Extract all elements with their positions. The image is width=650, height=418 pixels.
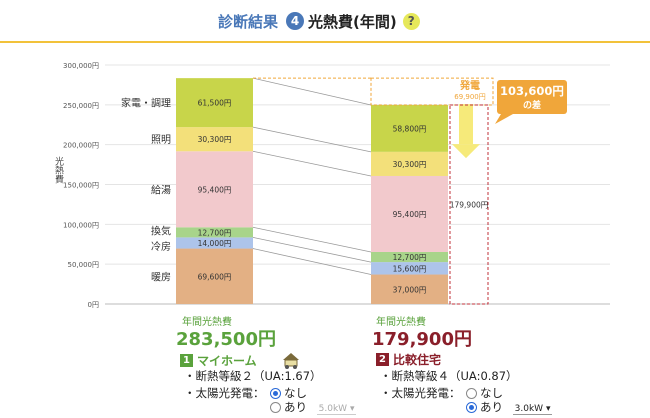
myhome-solar-yes[interactable]: あり 5.0kW ▾ [270, 399, 357, 415]
y-tick-label: 0円 [88, 301, 99, 309]
compare-solar-yes[interactable]: あり 3.0kW ▾ [466, 399, 553, 415]
bar-value-label: 58,800円 [393, 124, 427, 133]
compare-solar-label: ・太陽光発電： [380, 386, 461, 400]
bar-value-label: 14,000円 [198, 239, 232, 248]
myhome-solar-select[interactable]: 5.0kW ▾ [316, 404, 357, 415]
myhome-radio-yes-label: あり [284, 400, 307, 414]
section-title: 光熱費(年間) [308, 12, 397, 31]
bar-segment [176, 127, 253, 152]
category-label: 給湯 [151, 183, 171, 196]
bar-segment [176, 227, 253, 238]
generation-outline [370, 77, 494, 106]
category-label: 換気 [151, 224, 171, 237]
difference-value: 103,600円 [500, 84, 564, 98]
bar-value-label: 95,400円 [393, 210, 427, 219]
connector-line [252, 237, 372, 263]
connector-line [252, 226, 372, 253]
compare-radio-yes-label: あり [480, 400, 503, 414]
bar-segment [176, 248, 253, 304]
category-label: 冷房 [151, 240, 171, 253]
house-car-icon [282, 353, 299, 369]
compare-radio-none[interactable] [466, 388, 477, 399]
compare-badge: 2 [376, 353, 389, 366]
bar-value-label: 12,700円 [198, 228, 232, 237]
category-label: 暖房 [151, 270, 171, 283]
bar-segment [371, 262, 448, 275]
bar-segment [371, 274, 448, 304]
bar-value-label: 95,400円 [198, 185, 232, 194]
myhome-insulation: ・断熱等級２（UA:1.67） [184, 369, 322, 383]
bar-value-label: 61,500円 [198, 99, 232, 108]
page-title: 診断結果 [218, 12, 279, 31]
bar-segment [176, 78, 253, 128]
connector-line [252, 150, 372, 177]
compare-radio-yes[interactable] [466, 402, 477, 413]
y-tick-label: 100,000円 [63, 221, 99, 229]
myhome-name: マイホーム [197, 353, 257, 368]
myhome-solar-select-value: 5.0kW [318, 404, 348, 414]
bar-segment [371, 104, 448, 152]
y-tick-label: 50,000円 [68, 261, 100, 269]
difference-suffix: の差 [523, 99, 541, 111]
compare-total-caption: 年間光熱費 [376, 317, 426, 328]
y-axis-label: 光熱費 [53, 155, 64, 184]
bar-segment [176, 237, 253, 249]
difference-callout [497, 80, 567, 114]
bar-value-label: 37,000円 [393, 285, 427, 294]
y-tick-label: 300,000円 [63, 62, 99, 70]
compare-solar-select-value: 3.0kW [514, 404, 544, 414]
compare-insulation: ・断熱等級４（UA:0.87） [380, 369, 518, 383]
myhome-total-caption: 年間光熱費 [182, 317, 232, 328]
myhome-solar-label: ・太陽光発電： [184, 386, 265, 400]
y-tick-label: 150,000円 [63, 182, 99, 190]
header: 診断結果 4 光熱費(年間) ? [0, 0, 650, 43]
category-label: 家電・調理 [121, 97, 171, 110]
bar-segment [176, 151, 253, 228]
y-tick-label: 250,000円 [63, 102, 99, 110]
myhome-radio-yes[interactable] [270, 402, 281, 413]
offset-box [449, 104, 489, 305]
category-label: 照明 [151, 134, 171, 146]
bar-value-label: 30,300円 [198, 135, 232, 144]
step-badge: 4 [286, 12, 305, 30]
generation-arrow-head [452, 144, 480, 159]
bar-value-label: 12,700円 [393, 253, 427, 262]
myhome-total-value: 283,500円 [176, 329, 276, 350]
myhome-radio-none-label: なし [284, 386, 307, 400]
compare-solar-select[interactable]: 3.0kW ▾ [512, 404, 553, 415]
connector-line [252, 126, 372, 153]
bar-segment [371, 151, 448, 176]
compare-title: 2 比較住宅 [376, 351, 441, 368]
myhome-solar-none[interactable]: なし [270, 385, 307, 401]
help-icon[interactable]: ? [402, 12, 420, 30]
title-bar: 診断結果 4 光熱費(年間) ? [218, 10, 420, 32]
connector-line [252, 77, 372, 106]
myhome-radio-none[interactable] [270, 388, 281, 399]
compare-solar-none[interactable]: なし [466, 385, 503, 401]
bar-value-label: 15,600円 [393, 264, 427, 273]
myhome-title: 1 マイホーム [180, 351, 303, 369]
compare-name: 比較住宅 [393, 353, 442, 367]
compare-radio-none-label: なし [480, 386, 503, 400]
myhome-badge: 1 [180, 353, 193, 367]
bar-value-label: 69,600円 [198, 272, 232, 281]
bar-segment [371, 251, 448, 263]
difference-callout-tail [495, 114, 513, 124]
offset-box-label: 179,900円 [450, 200, 489, 209]
generation-label: 発電 [459, 79, 480, 92]
generation-arrow-shaft [459, 104, 473, 145]
generation-value: 69,900円 [454, 93, 486, 101]
bar-segment [371, 175, 448, 252]
bar-value-label: 30,300円 [393, 160, 427, 169]
compare-total-value: 179,900円 [372, 329, 472, 350]
connector-line [252, 248, 372, 275]
y-tick-label: 200,000円 [63, 142, 99, 150]
energy-cost-chart: 0円 50,000円 100,000円 150,000円 200,000円 250,000… [53, 62, 610, 309]
header-divider [0, 41, 650, 43]
